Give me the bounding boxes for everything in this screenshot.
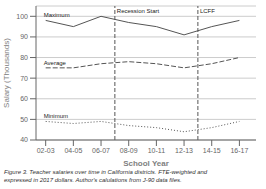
svg-text:Average: Average <box>44 60 67 66</box>
html-text:expressed in 2017 dollars. Aut: expressed in 2017 dollars. Author's calu… <box>4 177 182 183</box>
svg-text:06-07: 06-07 <box>92 147 110 154</box>
html-text:Figure 3. Teacher salaries ove: Figure 3. Teacher salaries over time in … <box>4 169 208 175</box>
svg-text:60: 60 <box>20 95 28 102</box>
svg-text:70: 70 <box>20 75 28 82</box>
svg-text:100: 100 <box>16 13 28 20</box>
svg-text:10-11: 10-11 <box>148 147 165 154</box>
svg-text:02-03: 02-03 <box>37 147 55 154</box>
svg-text:40: 40 <box>20 136 28 143</box>
svg-text:50: 50 <box>20 116 28 123</box>
svg-text:Minimum: Minimum <box>44 113 68 119</box>
svg-text:08-09: 08-09 <box>120 147 138 154</box>
svg-text:80: 80 <box>20 54 28 61</box>
svg-text:14-15: 14-15 <box>203 147 221 154</box>
svg-text:LCFF: LCFF <box>200 8 215 14</box>
svg-text:12-13: 12-13 <box>175 147 193 154</box>
svg-text:90: 90 <box>20 33 28 40</box>
svg-text:Maximum: Maximum <box>44 12 70 18</box>
svg-text:School Year: School Year <box>123 159 169 166</box>
svg-text:Salary (Thousands): Salary (Thousands) <box>8 38 11 108</box>
svg-text:16-17: 16-17 <box>230 147 248 154</box>
svg-text:Recession Start: Recession Start <box>117 8 160 14</box>
svg-text:04-05: 04-05 <box>64 147 82 154</box>
